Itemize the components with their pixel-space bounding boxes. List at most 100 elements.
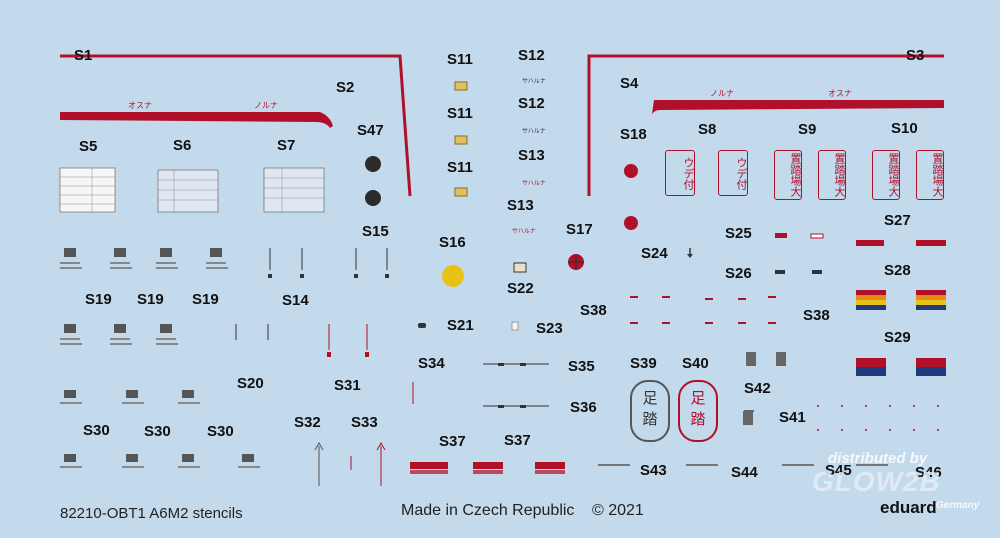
label-s32: S32 xyxy=(294,414,321,431)
label-s40: S40 xyxy=(682,355,709,372)
label-s5: S5 xyxy=(79,138,98,155)
s9-stencil-right: 置踏場大 xyxy=(818,150,846,200)
label-s10: S10 xyxy=(891,120,918,137)
s23-box xyxy=(511,321,519,331)
watermark-line1: distributed by xyxy=(828,450,928,467)
s16-yellow-disc xyxy=(442,265,464,287)
label-s21: S21 xyxy=(447,317,474,334)
label-s17: S17 xyxy=(566,221,593,238)
s43-s46-strips xyxy=(598,464,888,466)
label-s43: S43 xyxy=(640,462,667,479)
s40-footstep: 足踏 xyxy=(678,380,718,442)
s42-plate-small xyxy=(743,411,753,425)
s18-red-disc-bottom xyxy=(624,216,638,230)
s3-kana-left: ノルナ xyxy=(710,89,734,98)
label-s8: S8 xyxy=(698,121,717,138)
s1-kana-right: ノルナ xyxy=(254,101,278,110)
s47-circle-top xyxy=(365,156,381,172)
label-s45: S45 xyxy=(825,462,852,479)
label-s31: S31 xyxy=(334,377,361,394)
s30-plates-row1 xyxy=(60,390,200,404)
s29-flag-left xyxy=(856,358,886,376)
s13-kana-1: サハルナ xyxy=(522,180,546,187)
label-s41: S41 xyxy=(779,409,806,426)
s8-stencil-left: ウデ付 xyxy=(665,150,695,196)
label-s11-1: S11 xyxy=(447,51,473,68)
s11-marker-1 xyxy=(454,81,468,91)
s19-plates-row2 xyxy=(60,324,178,345)
eduard-logo: eduard xyxy=(880,498,937,517)
label-s29: S29 xyxy=(884,329,911,346)
s8-stencil-right: ウデ付 xyxy=(718,150,748,196)
s25-mark-1 xyxy=(775,233,787,238)
s30-plates-row2 xyxy=(60,454,260,468)
s3-kana-right: オスナ xyxy=(828,89,852,98)
label-s22: S22 xyxy=(507,280,534,297)
label-s30-3: S30 xyxy=(207,423,234,440)
label-s19-2: S19 xyxy=(137,291,164,308)
s41-dots xyxy=(817,405,939,431)
made-in: Made in Czech Republic xyxy=(401,502,575,519)
s25-mark-2 xyxy=(810,233,824,239)
label-s30-2: S30 xyxy=(144,423,171,440)
label-s11-3: S11 xyxy=(447,159,473,176)
label-s19-1: S19 xyxy=(85,291,112,308)
label-s37-1: S37 xyxy=(439,433,466,450)
s4-walkway-band xyxy=(652,100,944,114)
s31-vertical-marks xyxy=(328,324,368,350)
s5-data-box xyxy=(59,167,116,213)
s28-flag-left xyxy=(856,290,886,310)
s28-flag-right xyxy=(916,290,946,310)
s11-marker-3 xyxy=(454,187,468,197)
label-s38-2: S38 xyxy=(803,307,830,324)
s1-kana-left: オスナ xyxy=(128,101,152,110)
label-s36: S36 xyxy=(570,399,597,416)
label-s26: S26 xyxy=(725,265,752,282)
label-s37-2: S37 xyxy=(504,432,531,449)
label-s6: S6 xyxy=(173,137,192,154)
s26-mark-2 xyxy=(812,270,822,274)
label-s2: S2 xyxy=(336,79,355,96)
label-s11-2: S11 xyxy=(447,105,473,122)
label-s30-1: S30 xyxy=(83,422,110,439)
label-s12-2: S12 xyxy=(518,95,545,112)
s15-vertical-marks xyxy=(269,248,388,270)
label-s18: S18 xyxy=(620,126,647,143)
label-s4: S4 xyxy=(620,75,639,92)
s37-blocks xyxy=(410,462,565,474)
s1-walkway-line xyxy=(60,54,412,197)
s9-stencil-left: 置踏場大 xyxy=(774,150,802,200)
s38-dashes xyxy=(630,296,776,324)
label-s1: S1 xyxy=(74,47,93,64)
label-s39: S39 xyxy=(630,355,657,372)
s26-mark-1 xyxy=(775,270,785,274)
label-s14: S14 xyxy=(282,292,309,309)
s2-walkway-band xyxy=(60,112,333,128)
s29-flag-right xyxy=(916,358,946,376)
label-s46: S46 xyxy=(915,464,942,481)
label-s33: S33 xyxy=(351,414,378,431)
label-s16: S16 xyxy=(439,234,466,251)
s18-red-disc-top xyxy=(624,164,638,178)
watermark-line3: Germany xyxy=(936,500,980,511)
label-s34: S34 xyxy=(418,355,445,372)
s27-bar-left xyxy=(856,240,884,246)
label-s42: S42 xyxy=(744,380,771,397)
s27-bar-right xyxy=(916,240,946,246)
label-s13-2: S13 xyxy=(507,197,534,214)
s13-kana-2: サハルナ xyxy=(512,228,536,235)
s22-box xyxy=(513,262,527,273)
s21-pill xyxy=(418,323,426,328)
watermark-line2: GLOW2B xyxy=(812,466,941,497)
label-s19-3: S19 xyxy=(192,291,219,308)
label-s44: S44 xyxy=(731,464,758,481)
label-s25: S25 xyxy=(725,225,752,242)
s11-marker-2 xyxy=(454,135,468,145)
s47-circle-bottom xyxy=(365,190,381,206)
s10-stencil-left: 置踏場大 xyxy=(872,150,900,200)
label-s12-1: S12 xyxy=(518,47,545,64)
label-s13-1: S13 xyxy=(518,147,545,164)
s14-vertical-marks xyxy=(235,324,269,340)
